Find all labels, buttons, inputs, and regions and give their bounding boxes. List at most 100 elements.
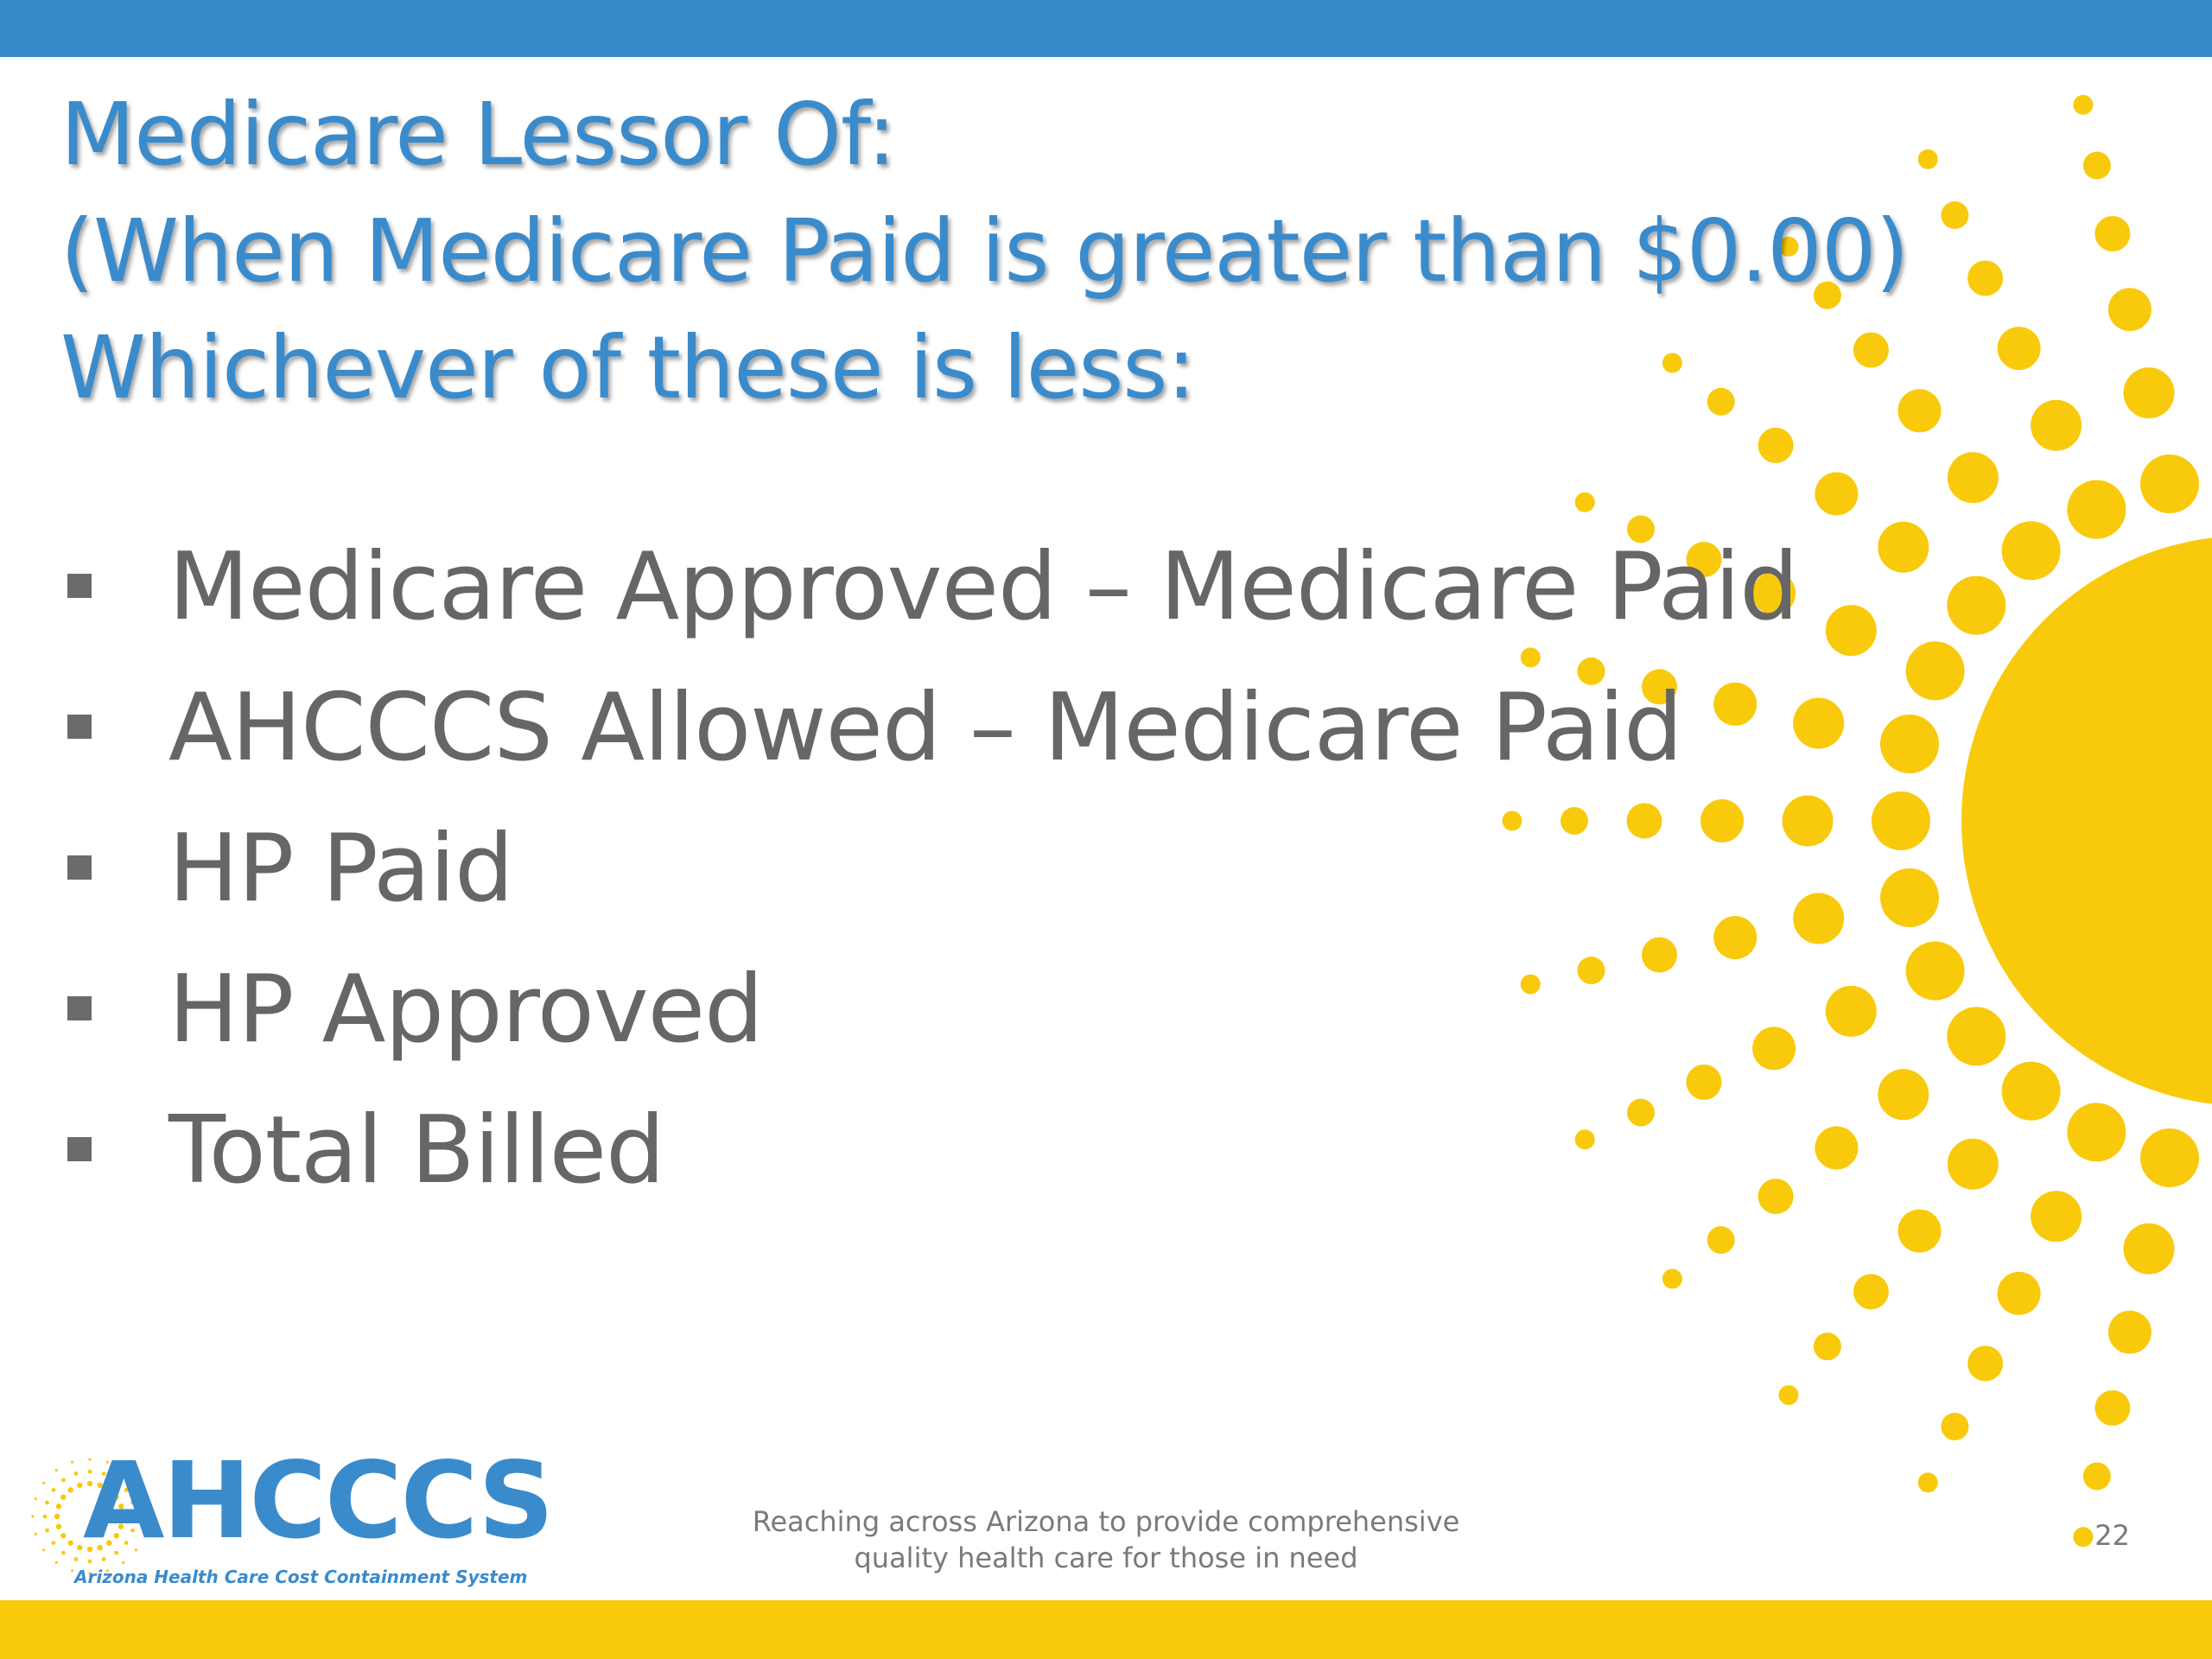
bullet-list: Medicare Approved – Medicare Paid AHCCCS… [60,527,1799,1231]
logo-ray-dot [71,1460,74,1464]
sun-ray-dot [1853,1274,1889,1310]
sun-ray-dot [1815,472,1859,516]
logo-ray-dot [114,1550,118,1555]
logo-ray-dot [106,1540,112,1546]
square-bullet-icon [67,1137,92,1161]
logo-ray-dot [60,1494,67,1500]
bullet-text: HP Approved [168,956,764,1064]
logo-ray-dot [61,1550,66,1555]
sun-ray-dot [1897,1209,1942,1253]
title-line: (When Medicare Paid is greater than $0.0… [60,200,1909,302]
logo-ray-dot [143,1497,146,1501]
sun-ray-dot [1713,682,1758,726]
logo-ray-dot [34,1532,37,1535]
bullet-item: Total Billed [60,1090,1798,1231]
sun-ray-dot [1941,1413,1969,1440]
logo-wordmark: AHCCCS [83,1440,554,1562]
bullet-item: HP Approved [60,950,1798,1090]
sun-ray-dot [1880,715,1939,773]
sun-ray-dot [1778,1385,1799,1406]
logo-ray-dot [97,1544,103,1551]
logo-ray-dot [86,1480,93,1487]
logo-ray-dot [124,1488,129,1492]
sun-ray-dot [2067,1103,2126,1162]
logo-ray-dot [114,1478,118,1483]
sun-ray-dot [1947,1138,1999,1190]
sun-ray-dot [1878,521,1929,573]
sun-ray-dot [1813,281,1841,309]
sun-ray-dot [2067,480,2126,539]
logo-ray-dot [51,1488,56,1492]
sun-ray-dot [1917,149,1938,169]
logo-ray-dot [45,1500,49,1505]
sun-ray-dot [1947,575,2006,635]
logo-ray-dot [130,1528,135,1533]
logo-ray-dot [54,1560,58,1564]
sun-ray-dot [1686,542,1722,578]
logo-ray-dot [31,1515,35,1518]
sun-ray-dot [2031,1191,2082,1243]
logo-ray-dot [61,1478,66,1483]
logo-ray-dot [34,1497,37,1501]
top-accent-bar [0,0,2212,57]
logo-ray-dot [42,1481,46,1484]
sun-ray-dot [1686,1064,1722,1100]
slide-title: Medicare Lessor Of: (When Medicare Paid … [60,76,1909,426]
logo-ray-dot [86,1546,93,1553]
bullet-item: AHCCCS Allowed – Medicare Paid [60,668,1798,809]
sun-ray-dot [1853,332,1889,368]
sun-ray-dot [1778,236,1799,257]
sun-ray-dot [2094,1390,2131,1426]
sun-ray-dot [1713,916,1758,960]
sun-ray-dot [1815,1126,1859,1170]
sun-ray-dot [2107,288,2152,332]
logo-subtitle: Arizona Health Care Cost Containment Sys… [74,1567,528,1587]
sun-ray-dot [1825,985,1877,1037]
sun-ray-dot [1813,1332,1841,1361]
sun-ray-dot [1574,1129,1595,1150]
logo-ray-dot [42,1548,46,1552]
logo-ray-dot [105,1460,109,1464]
sun-ray-dot [1577,657,1605,685]
logo-ray-dot [106,1487,112,1493]
logo-ray-dot [54,1469,58,1472]
logo-ray-dot [145,1515,149,1518]
sun-ray-dot [1782,795,1834,847]
logo-ray-dot [97,1482,103,1489]
sun-ray-dot [1872,791,1930,850]
sun-ray-dot [2073,94,2094,115]
square-bullet-icon [67,855,92,880]
logo-ray-dot [134,1481,137,1484]
logo-ray-dot [60,1533,67,1539]
bullet-item: HP Paid [60,809,1798,950]
sun-ray-dot [2107,1310,2152,1354]
logo-ray-dot [118,1523,124,1529]
sun-ray-dot [2082,151,2111,180]
tagline-line: quality health care for those in need [854,1541,1358,1574]
sun-ray-dot [1825,605,1877,657]
logo-ray-dot [113,1494,119,1500]
logo-ray-dot [122,1560,125,1564]
logo-ray-dot [87,1469,92,1474]
logo-ray-dot [130,1500,135,1505]
sun-ray-dot [1905,641,1965,701]
bullet-text: Total Billed [168,1096,665,1205]
logo-ray-dot [101,1471,106,1476]
sun-ray-dot [1626,803,1662,839]
sun-ray-dot [1560,807,1588,835]
square-bullet-icon [67,715,92,739]
sun-ray-dot [1707,1226,1735,1255]
logo-ray-dot [88,1458,92,1461]
sun-ray-dot [1758,1179,1794,1215]
title-line: Whichever of these is less: [60,317,1196,418]
logo-ray-dot [113,1533,119,1539]
sun-ray-dot [2082,1462,2111,1491]
sun-ray-dot [1947,452,1999,504]
square-bullet-icon [67,574,92,598]
sun-ray-dot [1627,1098,1655,1127]
logo-ray-dot [134,1548,137,1552]
bullet-text: HP Paid [168,815,514,923]
sun-ray-dot [1758,427,1794,463]
sun-core [1961,537,2212,1104]
